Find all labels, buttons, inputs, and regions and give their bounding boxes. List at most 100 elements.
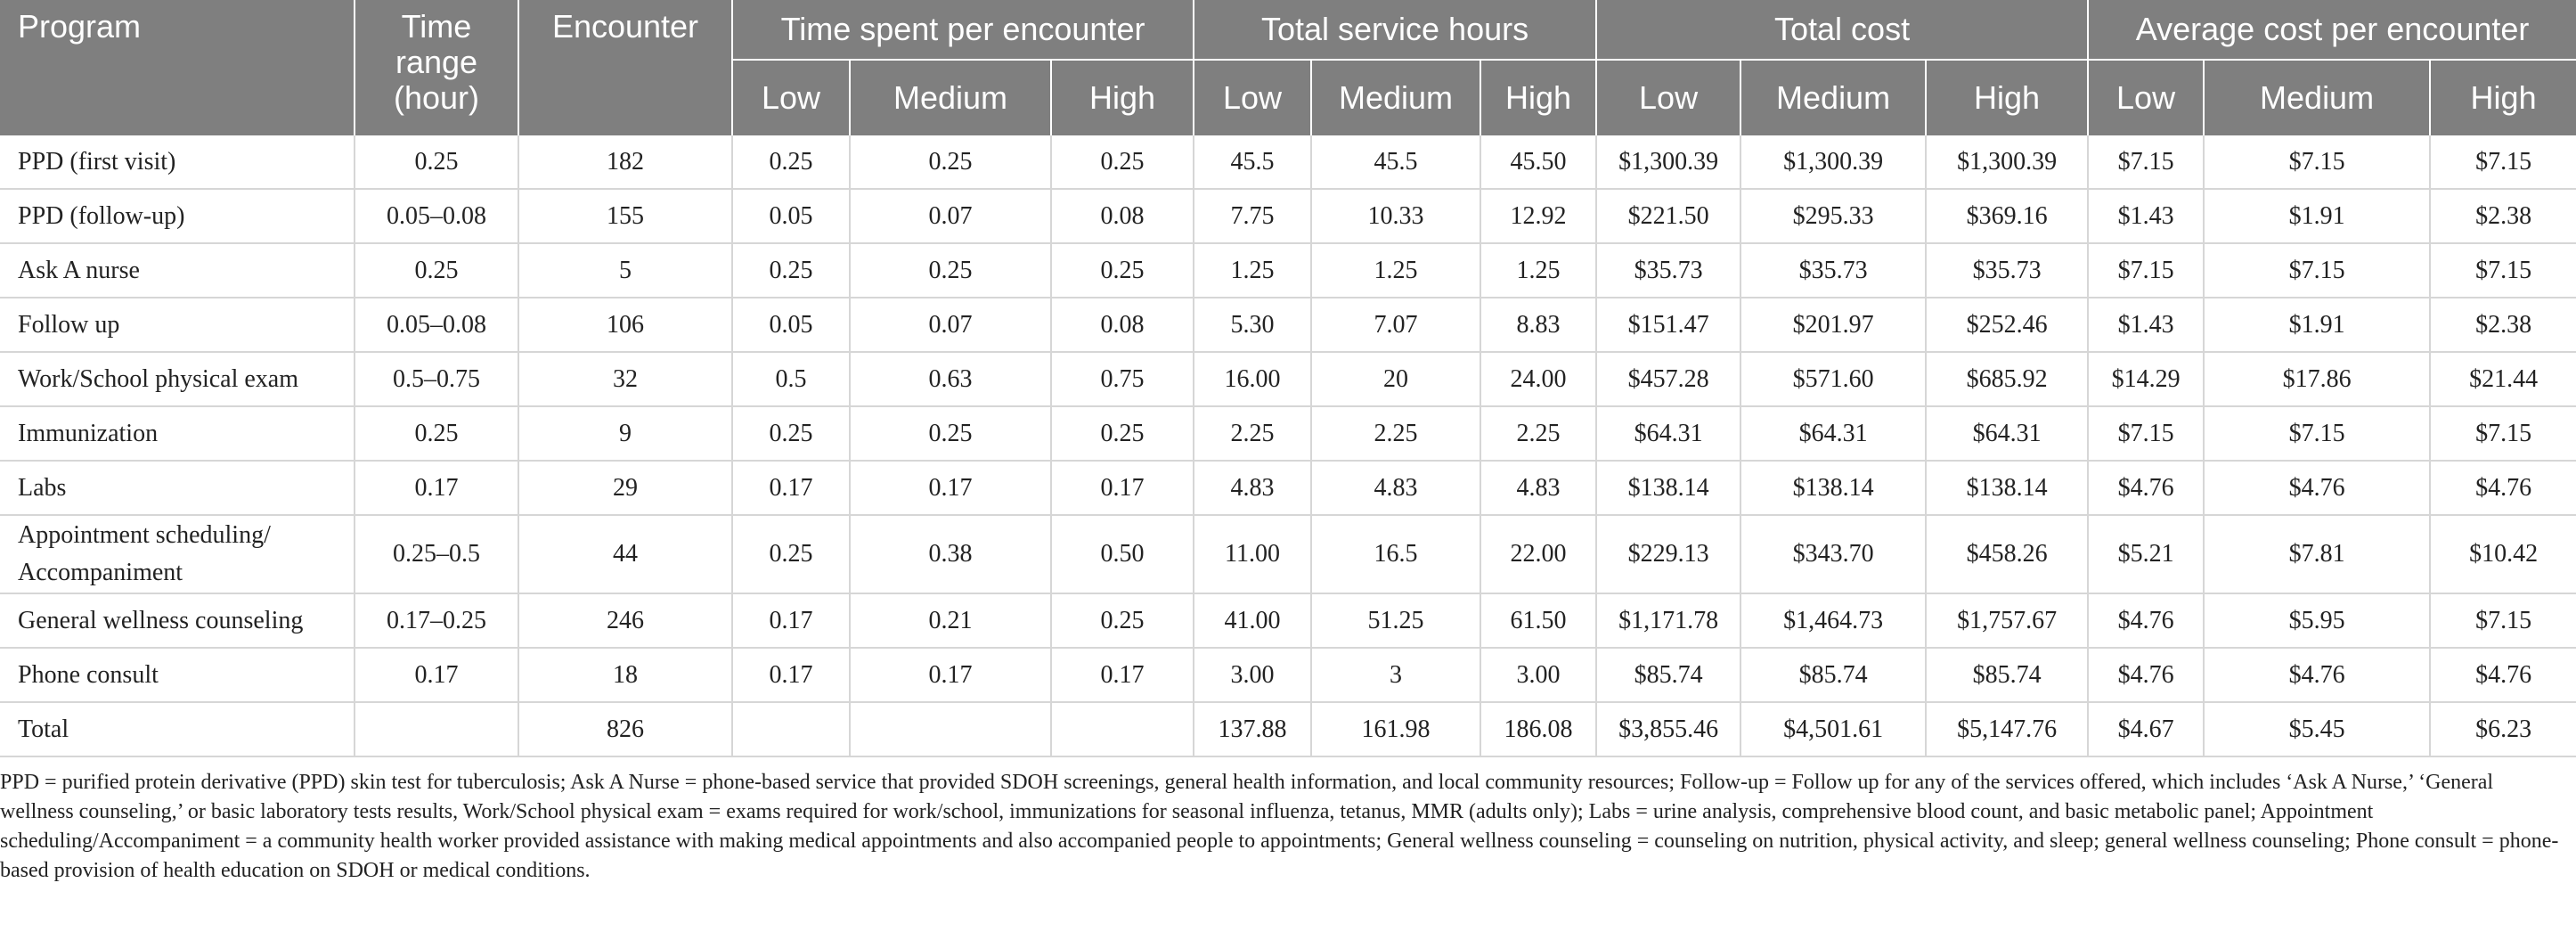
subheader-medium: Medium bbox=[2204, 59, 2432, 135]
cell-cost-low: $35.73 bbox=[1596, 243, 1742, 298]
table-row: Immunization 0.25 9 0.25 0.25 0.25 2.25 2.25 2.2… bbox=[0, 406, 2576, 462]
cost-table: Program Time range (hour) Encounter Time… bbox=[0, 0, 2576, 757]
cell-time-range bbox=[355, 702, 519, 757]
cell-time-spent-high: 0.08 bbox=[1051, 189, 1195, 244]
cell-hours-medium: 1.25 bbox=[1311, 243, 1482, 298]
cell-encounter: 246 bbox=[518, 593, 733, 649]
cell-time-spent-low: 0.17 bbox=[732, 461, 851, 516]
table-row: Appointment scheduling/ Accompaniment 0.2… bbox=[0, 515, 2576, 594]
cell-avg-medium: $7.15 bbox=[2204, 135, 2432, 190]
cell-encounter: 182 bbox=[518, 135, 733, 190]
cell-cost-low: $138.14 bbox=[1596, 461, 1742, 516]
cell-avg-medium: $1.91 bbox=[2204, 189, 2432, 244]
cell-encounter: 5 bbox=[518, 243, 733, 298]
cell-avg-high: $2.38 bbox=[2430, 298, 2576, 353]
cell-hours-high: 186.08 bbox=[1480, 702, 1598, 757]
cell-time-spent-medium: 0.25 bbox=[850, 406, 1052, 462]
cell-avg-high: $7.15 bbox=[2430, 243, 2576, 298]
cell-avg-low: $1.43 bbox=[2088, 298, 2205, 353]
cell-encounter: 18 bbox=[518, 648, 733, 703]
cell-avg-medium: $4.76 bbox=[2204, 461, 2432, 516]
cell-avg-low: $7.15 bbox=[2088, 135, 2205, 190]
cell-hours-high: 8.83 bbox=[1480, 298, 1598, 353]
cell-time-spent-high: 0.25 bbox=[1051, 243, 1195, 298]
cell-program: PPD (follow-up) bbox=[0, 189, 355, 244]
subheader-low: Low bbox=[2088, 59, 2205, 135]
cell-hours-medium: 16.5 bbox=[1311, 515, 1482, 594]
cell-cost-high: $138.14 bbox=[1926, 461, 2090, 516]
header-time-range: Time range (hour) bbox=[355, 0, 519, 135]
cell-avg-high: $10.42 bbox=[2430, 515, 2576, 594]
cell-time-spent-low: 0.5 bbox=[732, 352, 851, 407]
cell-hours-medium: 161.98 bbox=[1311, 702, 1482, 757]
cell-time-range: 0.25 bbox=[355, 243, 519, 298]
cell-avg-low: $4.76 bbox=[2088, 593, 2205, 649]
cell-hours-high: 12.92 bbox=[1480, 189, 1598, 244]
cell-cost-low: $229.13 bbox=[1596, 515, 1742, 594]
cell-time-spent-medium: 0.17 bbox=[850, 648, 1052, 703]
cell-cost-medium: $85.74 bbox=[1740, 648, 1928, 703]
table-row: Work/School physical exam 0.5–0.75 32 0.5 0.… bbox=[0, 352, 2576, 407]
cell-avg-low: $7.15 bbox=[2088, 406, 2205, 462]
cell-avg-medium: $1.91 bbox=[2204, 298, 2432, 353]
cell-hours-high: 24.00 bbox=[1480, 352, 1598, 407]
cell-hours-medium: 51.25 bbox=[1311, 593, 1482, 649]
cell-time-spent-low: 0.05 bbox=[732, 189, 851, 244]
cell-avg-low: $14.29 bbox=[2088, 352, 2205, 407]
cell-time-spent-medium: 0.63 bbox=[850, 352, 1052, 407]
cell-time-spent-low: 0.05 bbox=[732, 298, 851, 353]
cell-cost-high: $369.16 bbox=[1926, 189, 2090, 244]
cell-time-spent-medium: 0.25 bbox=[850, 135, 1052, 190]
header-total-hours: Total service hours bbox=[1194, 0, 1598, 60]
cell-encounter: 826 bbox=[518, 702, 733, 757]
cell-cost-low: $1,300.39 bbox=[1596, 135, 1742, 190]
cell-hours-low: 1.25 bbox=[1194, 243, 1313, 298]
cell-hours-high: 61.50 bbox=[1480, 593, 1598, 649]
cell-time-spent-medium: 0.38 bbox=[850, 515, 1052, 594]
cell-hours-medium: 4.83 bbox=[1311, 461, 1482, 516]
cell-hours-low: 45.5 bbox=[1194, 135, 1313, 190]
cell-cost-medium: $4,501.61 bbox=[1740, 702, 1928, 757]
table-row: PPD (first visit) 0.25 182 0.25 0.25 0.25 45.5… bbox=[0, 135, 2576, 190]
cell-time-range: 0.17–0.25 bbox=[355, 593, 519, 649]
cell-time-spent-high bbox=[1051, 702, 1195, 757]
cell-time-spent-low bbox=[732, 702, 851, 757]
cell-cost-medium: $343.70 bbox=[1740, 515, 1928, 594]
cell-cost-high: $35.73 bbox=[1926, 243, 2090, 298]
subheader-high: High bbox=[1051, 59, 1195, 135]
cell-cost-medium: $1,464.73 bbox=[1740, 593, 1928, 649]
cell-avg-low: $4.76 bbox=[2088, 461, 2205, 516]
cell-cost-low: $64.31 bbox=[1596, 406, 1742, 462]
cell-cost-medium: $295.33 bbox=[1740, 189, 1928, 244]
cell-time-spent-low: 0.17 bbox=[732, 593, 851, 649]
cell-time-range: 0.5–0.75 bbox=[355, 352, 519, 407]
cell-time-spent-low: 0.25 bbox=[732, 406, 851, 462]
cell-time-spent-medium bbox=[850, 702, 1052, 757]
cell-hours-medium: 2.25 bbox=[1311, 406, 1482, 462]
cell-time-spent-low: 0.25 bbox=[732, 515, 851, 594]
cell-avg-medium: $7.81 bbox=[2204, 515, 2432, 594]
cell-avg-high: $7.15 bbox=[2430, 406, 2576, 462]
cell-hours-high: 3.00 bbox=[1480, 648, 1598, 703]
cell-avg-low: $7.15 bbox=[2088, 243, 2205, 298]
cell-time-spent-medium: 0.17 bbox=[850, 461, 1052, 516]
table-header: Program Time range (hour) Encounter Time… bbox=[0, 0, 2576, 135]
cell-time-spent-medium: 0.21 bbox=[850, 593, 1052, 649]
cell-encounter: 29 bbox=[518, 461, 733, 516]
table-row: Labs 0.17 29 0.17 0.17 0.17 4.83 4.83 4.83 $138.1… bbox=[0, 461, 2576, 516]
cell-time-spent-high: 0.25 bbox=[1051, 135, 1195, 190]
cell-time-spent-medium: 0.07 bbox=[850, 189, 1052, 244]
cell-hours-low: 5.30 bbox=[1194, 298, 1313, 353]
header-encounter: Encounter bbox=[518, 0, 733, 135]
table-row: Follow up 0.05–0.08 106 0.05 0.07 0.08 5.30 7.0… bbox=[0, 298, 2576, 353]
cell-cost-low: $85.74 bbox=[1596, 648, 1742, 703]
cell-program: Total bbox=[0, 702, 355, 757]
cell-time-spent-medium: 0.07 bbox=[850, 298, 1052, 353]
subheader-high: High bbox=[1480, 59, 1598, 135]
subheader-low: Low bbox=[1194, 59, 1313, 135]
cell-cost-high: $252.46 bbox=[1926, 298, 2090, 353]
cell-hours-low: 3.00 bbox=[1194, 648, 1313, 703]
table-row: PPD (follow-up) 0.05–0.08 155 0.05 0.07 0.08 7… bbox=[0, 189, 2576, 244]
cell-cost-high: $458.26 bbox=[1926, 515, 2090, 594]
subheader-medium: Medium bbox=[850, 59, 1052, 135]
